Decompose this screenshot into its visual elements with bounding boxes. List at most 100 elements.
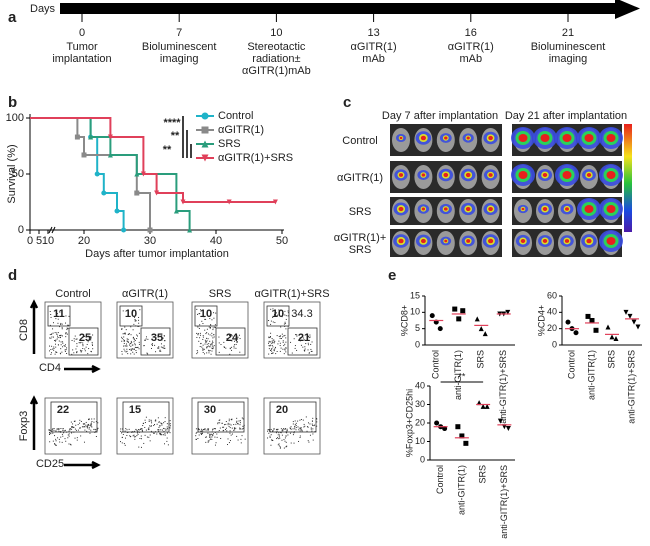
flow-dot — [269, 350, 271, 352]
significance: ** — [171, 130, 180, 142]
flow-dot — [303, 339, 305, 341]
flow-dot — [207, 333, 209, 335]
flow-dot — [84, 336, 86, 338]
flow-dot — [120, 428, 122, 430]
flow-dot — [80, 341, 82, 343]
flow-dot — [272, 339, 274, 341]
flow-dot — [160, 350, 162, 352]
flow-dot — [273, 341, 275, 343]
flow-dot — [236, 420, 238, 422]
flow-dot — [282, 430, 284, 432]
flow-dot — [239, 338, 241, 340]
y-tick-label: 20 — [415, 417, 425, 427]
flow-dot — [213, 334, 215, 336]
flow-dot — [57, 322, 59, 324]
flow-dot — [138, 429, 140, 431]
flow-dot — [272, 430, 274, 432]
flow-dot — [301, 429, 303, 431]
flow-dot — [271, 439, 273, 441]
flow-dot — [212, 337, 214, 339]
flow-dot — [236, 341, 238, 343]
marker — [455, 424, 461, 430]
flow-dot — [235, 343, 237, 345]
flow-dot — [128, 333, 130, 335]
flow-dot — [209, 334, 211, 336]
flow-dot — [55, 311, 57, 313]
flow-dot — [269, 336, 271, 338]
marker — [147, 227, 153, 233]
signal — [584, 134, 594, 142]
flow-dot — [207, 429, 209, 431]
flow-dot — [310, 428, 312, 430]
flow-dot — [295, 334, 297, 336]
flow-dot — [56, 315, 58, 317]
flow-dot — [147, 353, 149, 355]
flow-dot — [55, 351, 57, 353]
flow-dot — [88, 425, 90, 427]
flow-dot — [49, 434, 51, 436]
flow-dot — [207, 428, 209, 430]
flow-dot — [309, 334, 311, 336]
flow-dot — [197, 428, 199, 430]
flow-dot — [60, 322, 62, 324]
flow-dot — [201, 433, 203, 435]
flow-dot — [138, 341, 140, 343]
flow-dot — [134, 343, 136, 345]
flow-dot — [121, 428, 123, 430]
flow-dot — [287, 310, 289, 312]
flow-dot — [225, 427, 227, 429]
flow-dot — [86, 430, 88, 432]
flow-dot — [211, 319, 213, 321]
flow-dot — [198, 340, 200, 342]
flow-dot — [54, 340, 56, 342]
flow-dot — [198, 313, 200, 315]
y-tick-label: 20 — [547, 323, 557, 333]
timeline-event: αGITR(1) — [351, 41, 397, 53]
flow-dot — [284, 343, 286, 345]
flow-dot — [60, 430, 62, 432]
flow-dot — [162, 346, 164, 348]
flow-dot — [281, 430, 283, 432]
flow-dot — [61, 328, 63, 330]
flow-dot — [52, 440, 54, 442]
flow-dot — [50, 314, 52, 316]
signal — [562, 171, 572, 179]
flow-dot — [158, 429, 160, 431]
flow-dot — [132, 344, 134, 346]
flow-dot — [126, 338, 128, 340]
flow-dot — [311, 423, 313, 425]
flow-dot — [286, 432, 288, 434]
flow-dot — [209, 327, 211, 329]
flow-dot — [158, 430, 160, 432]
flow-dot — [167, 444, 169, 446]
flow-dot — [316, 421, 318, 423]
flow-dot — [82, 342, 84, 344]
flow-dot — [49, 334, 51, 336]
flow-dot — [164, 434, 166, 436]
flow-dot — [235, 423, 237, 425]
flow-dot — [208, 349, 210, 351]
flow-dot — [208, 345, 210, 347]
flow-dot — [308, 441, 310, 443]
y-tick-label: 100 — [6, 112, 24, 124]
flow-dot — [282, 313, 284, 315]
flow-dot — [121, 442, 123, 444]
flow-dot — [169, 423, 171, 425]
flow-dot — [49, 432, 51, 434]
flow-dot — [211, 335, 213, 337]
flow-dot — [223, 341, 225, 343]
legend-marker — [201, 154, 209, 162]
flow-dot — [198, 327, 200, 329]
imaging-row-label: αGITR(1) — [337, 172, 383, 184]
flow-dot — [294, 425, 296, 427]
flow-dot — [231, 427, 233, 429]
axis-arrow — [64, 460, 101, 470]
marker — [605, 324, 611, 330]
flow-dot — [87, 424, 89, 426]
flow-dot — [214, 431, 216, 433]
flow-dot — [273, 428, 275, 430]
flow-dot — [223, 424, 225, 426]
flow-dot — [275, 428, 277, 430]
flow-dot — [309, 336, 311, 338]
flow-dot — [271, 440, 273, 442]
